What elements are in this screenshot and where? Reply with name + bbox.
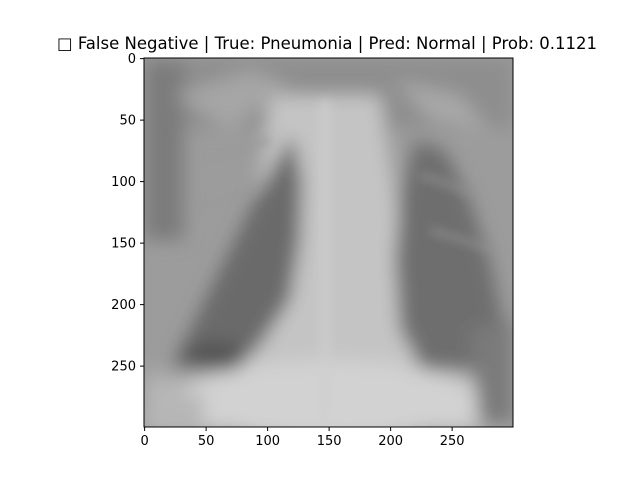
y-tick-label: 250 (111, 360, 136, 375)
figure-title: □ False Negative | True: Pneumonia | Pre… (57, 34, 597, 53)
y-tick-label: 150 (111, 237, 136, 252)
y-tick-label: 50 (119, 114, 136, 129)
x-tick-label: 200 (378, 434, 403, 449)
y-axis-ticks: 0 50 100 150 200 250 (111, 52, 144, 375)
x-tick-label: 0 (140, 434, 148, 449)
x-tick-label: 150 (317, 434, 342, 449)
x-tick-label: 100 (255, 434, 280, 449)
x-tick-label: 250 (440, 434, 465, 449)
x-axis-ticks: 0 50 100 150 200 250 (140, 427, 465, 449)
y-tick-label: 200 (111, 298, 136, 313)
xray-image (144, 58, 513, 427)
x-tick-label: 50 (198, 434, 215, 449)
axes-frame (143, 57, 514, 428)
y-tick-label: 0 (128, 52, 136, 67)
y-tick-label: 100 (111, 175, 136, 190)
